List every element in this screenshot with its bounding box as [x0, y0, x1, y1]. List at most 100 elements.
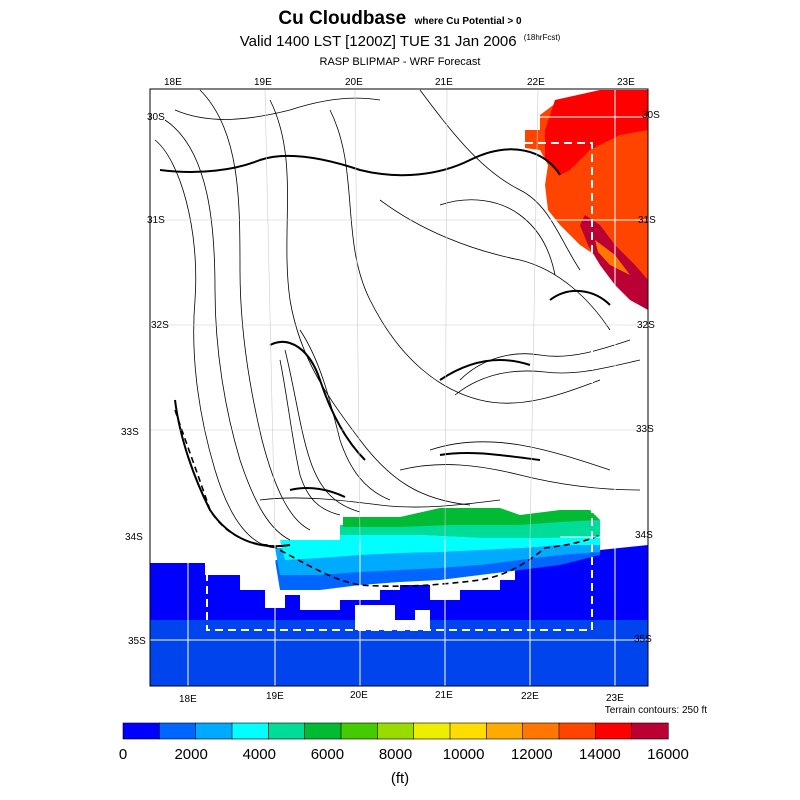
contour-13: [429, 441, 611, 471]
colorbar-swatch: [558, 722, 596, 740]
colorbar-swatches: [122, 722, 669, 740]
colorbar-swatch: [122, 722, 160, 740]
lat-label-left: 35S: [128, 636, 146, 647]
contour-12: [454, 359, 641, 396]
field-green: [343, 508, 600, 527]
terrain-contours: [154, 89, 641, 549]
lat-label-right: 31S: [638, 215, 656, 226]
lat-label-right: 35S: [634, 634, 652, 645]
contour-8: [299, 329, 391, 501]
lon-label-top: 21E: [435, 77, 453, 88]
field-bright-red: [545, 90, 648, 175]
contour-1: [154, 139, 276, 549]
inner-domain-top: [206, 142, 593, 631]
lat-label-left: 31S: [147, 215, 165, 226]
colorbar-tick-label: 12000: [511, 746, 553, 763]
contour-10: [279, 359, 341, 516]
colorbar-tick-label: 14000: [579, 746, 621, 763]
colorbar-labels: 0 2000 4000 6000 8000 10000 12000 14000 16000: [119, 746, 689, 763]
lon-label-bottom: 22E: [521, 691, 539, 702]
lon-label-top: 18E: [164, 77, 182, 88]
colorbar-swatch: [159, 722, 197, 740]
contour-9: [284, 349, 361, 513]
contour-bold-1: [159, 148, 561, 177]
meridian-faint-22e: [529, 89, 539, 541]
lat-label-right: 33S: [636, 424, 654, 435]
contour-bold-4: [549, 289, 611, 306]
lon-label-top: 20E: [345, 77, 363, 88]
contour-2: [164, 119, 291, 541]
colorbar-swatch: [522, 722, 560, 740]
lat-label-left: 30S: [147, 112, 165, 123]
lat-label-right: 32S: [637, 320, 655, 331]
colorbar-swatch: [340, 722, 378, 740]
contour-3: [199, 89, 311, 531]
field-orange-edge: [595, 240, 630, 275]
source-line: RASP BLIPMAP - WRF Forecast: [319, 56, 481, 68]
contour-16: [174, 97, 381, 120]
lon-label-bottom: 23E: [606, 693, 624, 704]
contour-bold-3: [439, 359, 531, 381]
colorbar-swatch: [195, 722, 233, 740]
forecast-note: (18hrFcst): [523, 33, 561, 42]
colorbar-tick-label: 16000: [647, 746, 689, 763]
contour-bold-6: [439, 451, 541, 461]
colorbar-tick-label: 10000: [443, 746, 485, 763]
colorbar-unit: (ft): [391, 770, 409, 787]
colorbar-swatch: [595, 722, 633, 740]
contour-7: [419, 89, 581, 271]
colorbar-tick-label: 4000: [243, 746, 276, 763]
contour-17: [439, 199, 556, 276]
contour-bold-7: [289, 487, 346, 498]
colorbar-tick-label: 8000: [379, 746, 412, 763]
contour-5: [329, 109, 601, 404]
lon-label-top: 19E: [254, 77, 272, 88]
meridian-faint-19e: [264, 89, 276, 541]
graticule-lines: [150, 90, 648, 686]
title-note: where Cu Potential > 0: [414, 16, 522, 27]
colorbar-swatch: [449, 722, 487, 740]
lat-label-left: 33S: [121, 427, 139, 438]
lon-label-bottom: 18E: [179, 694, 197, 705]
lat-label-left: 32S: [151, 320, 169, 331]
inner-domain-box: [206, 142, 593, 631]
map-frame: [149, 88, 649, 687]
contour-6: [379, 199, 611, 331]
lon-labels-top: 18E 19E 20E 21E 22E 23E: [164, 77, 635, 88]
lon-labels-bottom: 18E 19E 20E 21E 22E 23E: [179, 690, 624, 705]
colorbar-swatch: [413, 722, 451, 740]
contour-14: [399, 464, 641, 491]
colorbar-swatch: [231, 722, 269, 740]
valid-time: Valid 1400 LST [1200Z] TUE 31 Jan 2006 (…: [0, 33, 800, 50]
lat-label-left: 34S: [125, 532, 143, 543]
lon-label-top: 22E: [527, 77, 545, 88]
field-teal: [340, 520, 600, 538]
lat-labels-left: 30S 31S 32S 33S 34S 35S: [121, 112, 169, 647]
colorbar-swatch: [268, 722, 306, 740]
map-title: Cu Cloudbase where Cu Potential > 0: [0, 8, 800, 30]
meridian-faint-21e: [444, 89, 448, 541]
lat-label-right: 30S: [642, 110, 660, 121]
colorbar-swatch: [486, 722, 524, 740]
lon-label-bottom: 20E: [350, 690, 368, 701]
contour-15: [259, 497, 501, 508]
title-main: Cu Cloudbase: [278, 8, 407, 29]
contour-4: [269, 99, 471, 506]
colorbar-tick-label: 2000: [174, 746, 207, 763]
terrain-contour-note: Terrain contours: 250 ft: [604, 705, 707, 716]
colorbar-tick-label: 6000: [311, 746, 344, 763]
lat-labels-right: 30S 31S 32S 33S 34S 35S: [634, 110, 660, 645]
lon-label-top: 23E: [617, 77, 635, 88]
lon-label-bottom: 19E: [266, 691, 284, 702]
contour-11: [459, 339, 631, 381]
graticule-lines-faint: [150, 89, 648, 541]
lat-label-right: 34S: [635, 530, 653, 541]
coastline-dashed: [174, 409, 601, 587]
colorbar-swatch: [631, 722, 669, 740]
valid-line: Valid 1400 LST [1200Z] TUE 31 Jan 2006: [239, 33, 517, 50]
colorbar-swatch: [377, 722, 415, 740]
meridian-faint-20e: [354, 89, 361, 541]
contour-bold-2: [269, 340, 366, 461]
